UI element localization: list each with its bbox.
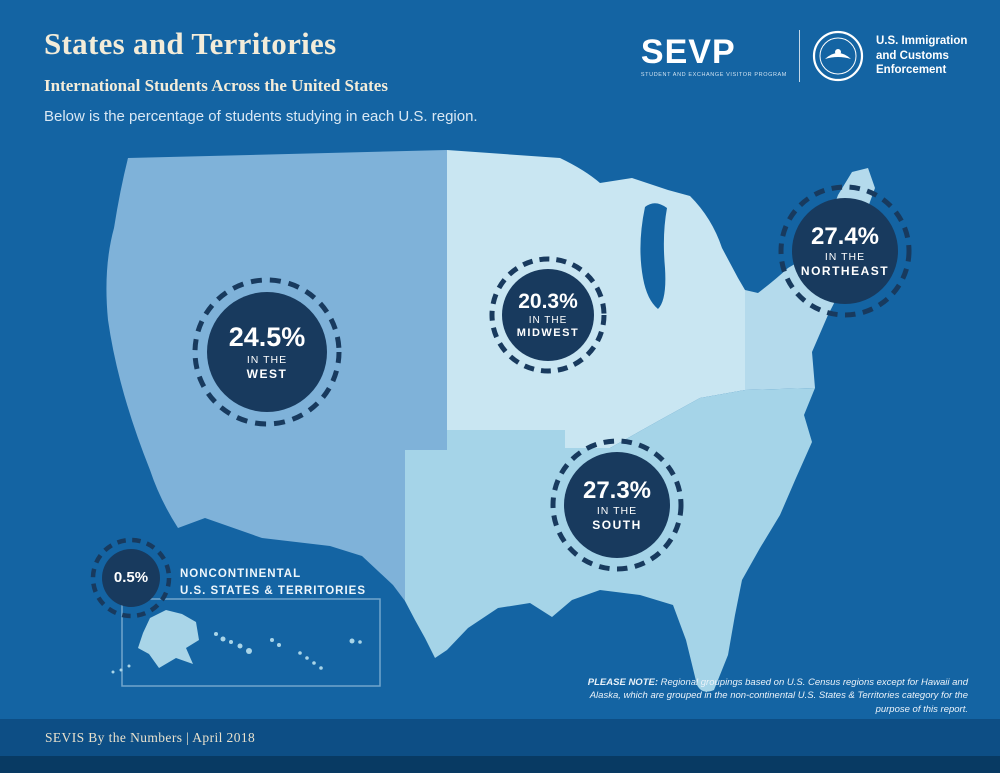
noncontinental-label: NONCONTINENTAL U.S. STATES & TERRITORIES [180,566,366,601]
west-percentage: 24.5% [228,322,306,353]
noncontinental-label-line1: NONCONTINENTAL [180,568,302,580]
region-midwest-shape [447,150,745,448]
stat-bubble-noncontinental: 0.5% [90,537,172,619]
agency-name: U.S. Immigration and Customs Enforcement [876,35,968,77]
stat-bubble-midwest: 20.3% IN THE MIDWEST [489,256,607,374]
south-percentage: 27.3% [582,476,652,504]
hawaii-islands [214,632,252,654]
northeast-label-line1: IN THE [824,251,866,264]
sevp-wordmark: SEVP [640,32,736,71]
footnote-lead: PLEASE NOTE: [587,677,658,688]
bubble-text-northeast: 27.4% IN THE NORTHEAST [778,184,912,318]
inset-box [121,598,381,687]
aleutian-islands [111,664,131,674]
footnote-text: Regional groupings based on U.S. Census … [589,677,968,715]
bubble-ring-noncontinental [90,537,172,619]
bubble-text-west: 24.5% IN THE WEST [192,277,342,427]
territory-islands [270,638,362,670]
sevp-logo: SEVP STUDENT AND EXCHANGE VISITOR PROGRA… [641,35,787,78]
south-label-line2: SOUTH [592,518,642,533]
logo-divider [799,30,800,82]
noncontinental-label-line2: U.S. STATES & TERRITORIES [180,585,367,598]
dhs-seal-icon [812,30,864,82]
logo-block: SEVP STUDENT AND EXCHANGE VISITOR PROGRA… [641,30,972,82]
title-block: States and Territories International Stu… [44,26,478,125]
page-subtitle: International Students Across the United… [44,76,388,95]
page-description: Below is the percentage of students stud… [44,108,478,125]
footer-bar: SEVIS By the Numbers | April 2018 [0,719,1000,756]
bubble-ring-midwest [489,256,607,374]
lake-michigan-shape [640,203,667,309]
stat-bubble-west: 24.5% IN THE WEST [192,277,342,427]
page-title: States and Territories [44,26,337,61]
bubble-ring-northeast [778,184,912,318]
noncontinental-inset [111,598,381,687]
northeast-label-line2: NORTHEAST [800,264,890,279]
stat-bubble-south: 27.3% IN THE SOUTH [550,438,684,572]
bubble-ring-south [550,438,684,572]
noncontinental-percentage: 0.5% [113,569,149,587]
midwest-percentage: 20.3% [518,289,578,313]
footer-text: SEVIS By the Numbers | April 2018 [45,729,256,745]
midwest-label-line2: MIDWEST [516,327,580,340]
sevp-tagline: STUDENT AND EXCHANGE VISITOR PROGRAM [640,71,787,78]
bubble-text-south: 27.3% IN THE SOUTH [550,438,684,572]
header: States and Territories International Stu… [0,0,1000,135]
bubble-text-midwest: 20.3% IN THE MIDWEST [489,256,607,374]
west-label-line2: WEST [246,366,288,381]
footer-bottom-strip [0,756,1000,773]
south-label-line1: IN THE [596,505,638,518]
northeast-percentage: 27.4% [810,222,880,250]
footnote: PLEASE NOTE: Regional groupings based on… [578,676,968,716]
bubble-text-noncontinental: 0.5% [90,537,172,619]
west-label-line1: IN THE [246,353,288,366]
bubble-ring-west [192,277,342,427]
midwest-label-line1: IN THE [528,315,568,327]
stat-bubble-northeast: 27.4% IN THE NORTHEAST [778,184,912,318]
alaska-shape [138,610,199,668]
